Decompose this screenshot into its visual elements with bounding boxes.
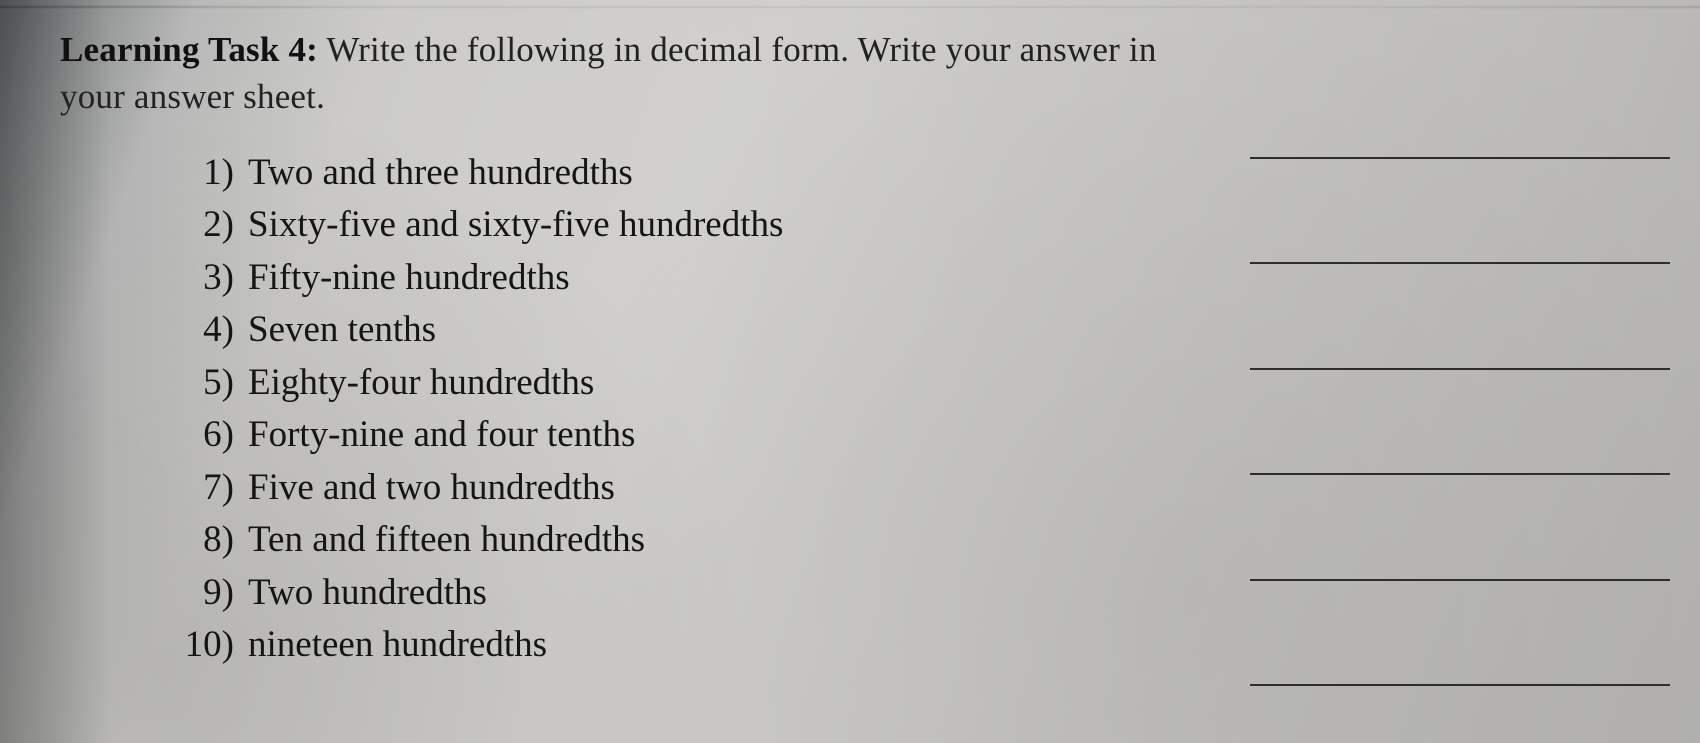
list-item: 8) Ten and fifteen hundredths xyxy=(180,514,1660,567)
task-heading: Learning Task 4: Write the following in … xyxy=(60,26,1660,121)
list-item: 5) Eighty-four hundredths xyxy=(180,357,1660,410)
task-heading-bold: Learning Task 4: xyxy=(60,30,318,69)
item-number: 6) xyxy=(180,409,234,462)
item-number: 9) xyxy=(180,567,234,620)
list-item: 7) Five and two hundredths xyxy=(180,462,1660,515)
item-number: 4) xyxy=(180,304,234,357)
item-text: nineteen hundredths xyxy=(248,619,547,672)
list-item: 10) nineteen hundredths xyxy=(180,619,1660,672)
list-item: 6) Forty-nine and four tenths xyxy=(180,409,1660,462)
item-text: Forty-nine and four tenths xyxy=(248,409,635,462)
item-text: Ten and fifteen hundredths xyxy=(248,514,645,567)
answer-blank-line xyxy=(1250,157,1670,159)
item-text: Fifty-nine hundredths xyxy=(248,252,570,305)
item-number: 5) xyxy=(180,357,234,410)
item-number: 8) xyxy=(180,514,234,567)
task-heading-line2: your answer sheet. xyxy=(60,77,325,116)
item-text: Sixty-five and sixty-five hundredths xyxy=(248,199,783,252)
item-number: 7) xyxy=(180,462,234,515)
answer-blank-line xyxy=(1250,684,1670,686)
list-item: 2) Sixty-five and sixty-five hundredths xyxy=(180,199,1660,252)
list-item: 3) Fifty-nine hundredths xyxy=(180,252,1660,305)
item-number: 10) xyxy=(180,619,234,672)
item-number: 3) xyxy=(180,252,234,305)
task-heading-rest-line1: Write the following in decimal form. Wri… xyxy=(318,30,1157,69)
item-text: Two hundredths xyxy=(248,567,487,620)
worksheet-page: Learning Task 4: Write the following in … xyxy=(0,0,1700,672)
item-text: Seven tenths xyxy=(248,304,436,357)
list-item: 4) Seven tenths xyxy=(180,304,1660,357)
list-item: 9) Two hundredths xyxy=(180,567,1660,620)
items-list: 1) Two and three hundredths 2) Sixty-fiv… xyxy=(180,147,1660,672)
item-number: 2) xyxy=(180,199,234,252)
list-item: 1) Two and three hundredths xyxy=(180,147,1660,200)
item-number: 1) xyxy=(180,147,234,200)
item-text: Five and two hundredths xyxy=(248,462,615,515)
item-text: Eighty-four hundredths xyxy=(248,357,594,410)
item-text: Two and three hundredths xyxy=(248,147,633,200)
